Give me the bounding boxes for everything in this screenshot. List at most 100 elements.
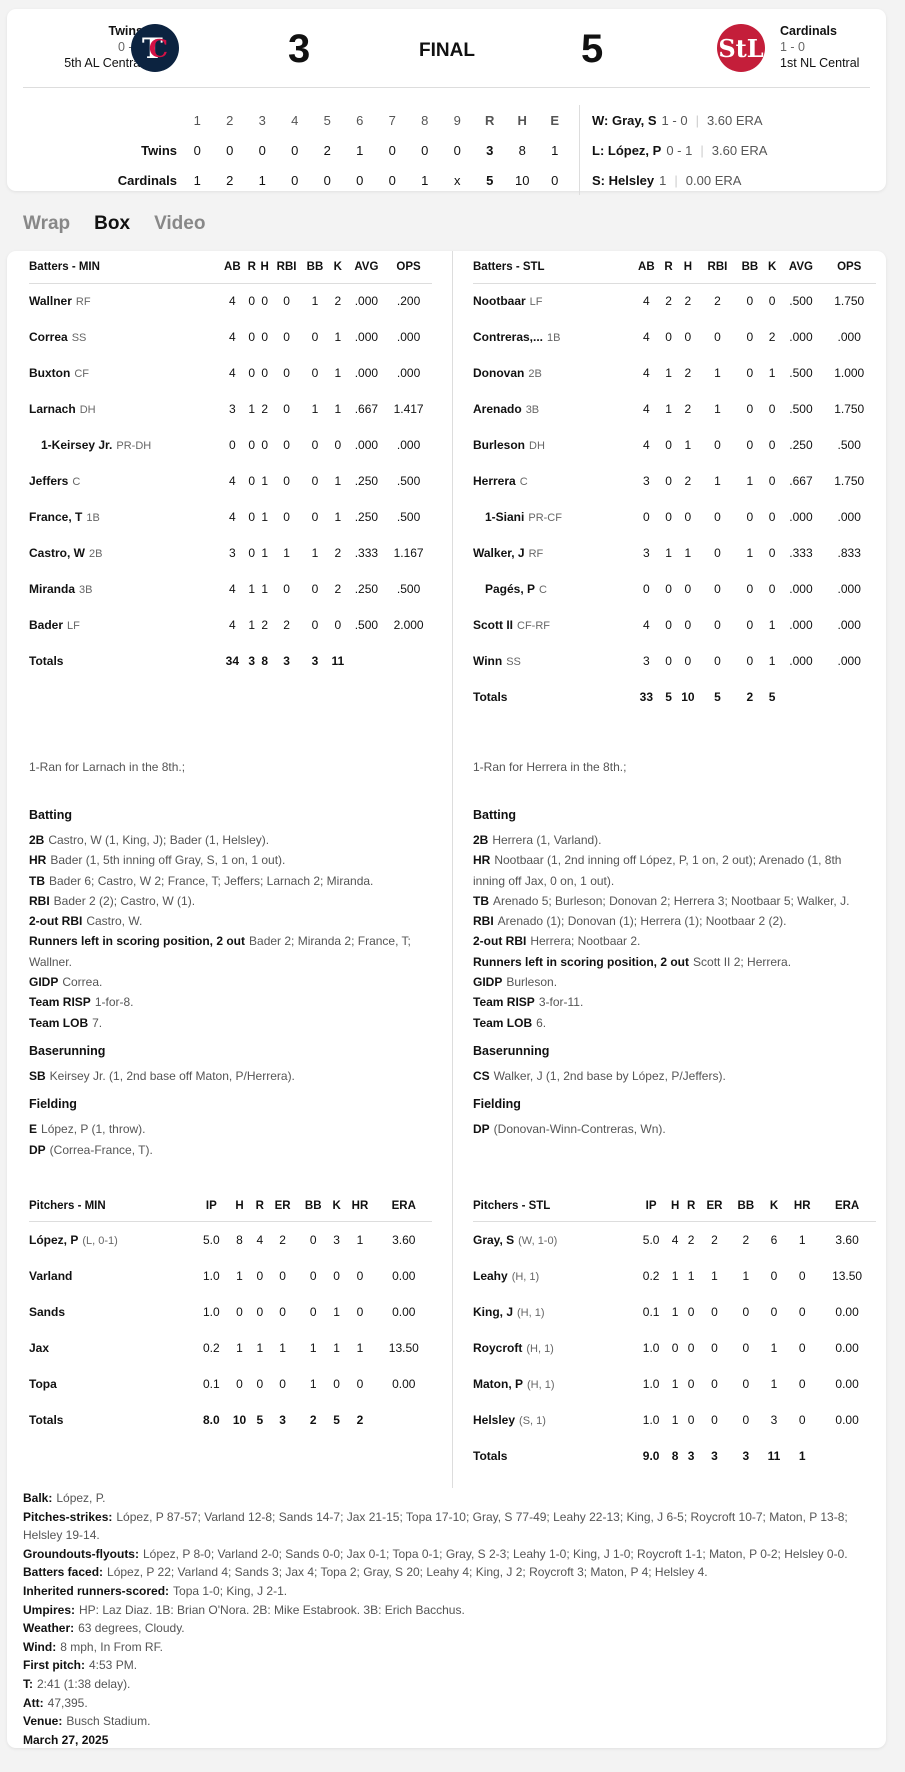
tab-box[interactable]: Box (94, 213, 131, 234)
decision-era: 0.00 ERA (685, 172, 742, 188)
player-name[interactable]: Castro, W (29, 546, 86, 560)
stat-cell: .250 (354, 510, 379, 524)
player-name[interactable]: Jeffers (29, 474, 69, 488)
stat-cell: 2 (684, 402, 692, 416)
stat-cell: 0 (798, 1412, 806, 1427)
stat-cell: 0 (714, 330, 721, 344)
linescore-cell: 1 (551, 142, 559, 158)
player-name[interactable]: Pagés, P (485, 582, 536, 596)
player-name[interactable]: Jax (29, 1340, 50, 1355)
player-name[interactable]: Leahy (473, 1268, 508, 1283)
stat-cell: 2 (309, 1412, 317, 1427)
game-info-item: March 27, 2025 (23, 1731, 886, 1750)
stat-cell: 1 (798, 1448, 806, 1463)
linescore-team[interactable]: Cardinals (117, 172, 177, 188)
decision-pitcher[interactable]: L: López, P (592, 142, 662, 158)
stat-cell: 4 (228, 294, 236, 309)
stat-cell: 2 (714, 294, 721, 309)
tab-video[interactable]: Video (154, 213, 206, 234)
player-name[interactable]: Helsley (473, 1412, 516, 1427)
stat-cell: 0 (279, 1304, 286, 1319)
stat-cell: 0 (309, 1304, 317, 1319)
away-team-name[interactable]: Twins (108, 24, 144, 38)
stat-cell: 5.0 (642, 1233, 660, 1248)
stat-cell: 2 (261, 618, 269, 632)
stat-cell: 1 (334, 330, 342, 344)
cardinals-logo-icon[interactable]: StL (717, 24, 765, 72)
player-name[interactable]: Bader (29, 618, 64, 632)
player-name[interactable]: Donovan (473, 366, 525, 380)
player-name[interactable]: Walker, J (473, 546, 525, 560)
note-label: SB (29, 1068, 46, 1083)
stat-cell: 1 (714, 402, 721, 416)
batting-table: Batters - MIN AB R H RBI BB K AVG OPS Wallner RF 4 0… (29, 251, 432, 679)
home-notes: 1-Ran for Herrera in the 8th.; Batting 2B H… (452, 715, 871, 1160)
home-team-name[interactable]: Cardinals (780, 24, 837, 38)
batting-totals-row: Totals 33 5 10 5 2 5 (473, 679, 876, 715)
player-name[interactable]: Contreras,... (473, 330, 544, 344)
player-name[interactable]: France, T (29, 510, 83, 524)
column-header: OPS (822, 251, 876, 284)
decision-pitcher[interactable]: S: Helsley (592, 172, 655, 188)
column-header: H (675, 251, 700, 284)
player-name[interactable]: Arenado (473, 402, 522, 416)
linescore-team[interactable]: Twins (141, 142, 177, 158)
tab-wrap[interactable]: Wrap (23, 213, 71, 234)
stat-cell: 4 (643, 330, 650, 344)
linescore-cell: 0 (291, 142, 299, 158)
game-info-label: T: (23, 1676, 33, 1691)
player-name[interactable]: King, J (473, 1304, 514, 1319)
column-header: K (764, 251, 780, 284)
player-name[interactable]: Gray, S (473, 1233, 515, 1248)
player-name[interactable]: Miranda (29, 582, 76, 596)
stat-cell: 0.00 (835, 1340, 859, 1355)
player-name[interactable]: Roycroft (473, 1340, 523, 1355)
game-info-value: López, P 87-57; Varland 12-8; Sands 14-7… (23, 1509, 848, 1543)
player-name[interactable]: Varland (29, 1268, 73, 1283)
stat-cell: 1 (283, 546, 290, 560)
player-name[interactable]: Correa (29, 330, 68, 344)
stat-cell: .000 (789, 330, 813, 344)
linescore-cell: 0 (226, 142, 234, 158)
player-name[interactable]: Topa (29, 1376, 57, 1391)
game-info-item: Balk: López, P. (23, 1489, 886, 1508)
stat-cell: 2 (687, 1233, 695, 1248)
player-name[interactable]: Larnach (29, 402, 76, 416)
player-name[interactable]: Nootbaar (473, 294, 526, 309)
player-name[interactable]: 1-Siani (485, 510, 525, 524)
game-info-value: López, P 8-0; Varland 2-0; Sands 0-0; Ja… (142, 1546, 848, 1561)
game-info-item: Venue: Busch Stadium. (23, 1712, 886, 1731)
player-name[interactable]: Scott II (473, 618, 514, 632)
batting-row: Contreras,... 1B 4 0 0 0 0 2.000.000 (473, 319, 876, 355)
stat-cell: 1 (711, 1268, 718, 1283)
player-name[interactable]: Winn (473, 654, 503, 668)
stat-cell: 1 (798, 1233, 806, 1248)
player-name[interactable]: Sands (29, 1304, 66, 1319)
stat-cell: 3 (742, 1448, 750, 1463)
decision-pitcher[interactable]: W: Gray, S (592, 112, 657, 128)
player-name[interactable]: Buxton (29, 366, 71, 380)
stat-cell: 5 (256, 1412, 264, 1427)
note-value: Correa. (62, 975, 103, 990)
note-label: DP (473, 1122, 490, 1137)
player-name[interactable]: Herrera (473, 474, 516, 488)
stat-cell: 8 (261, 654, 269, 668)
linescore-cell: 1 (356, 142, 364, 158)
player-position: 2B (528, 368, 542, 380)
player-cell: López, P (L, 0-1) (29, 1222, 196, 1258)
column-header: BB (729, 1189, 762, 1223)
stat-cell: 1 (768, 366, 776, 380)
player-name[interactable]: Maton, P (473, 1376, 523, 1391)
player-name[interactable]: López, P (29, 1233, 79, 1248)
stat-cell: 4 (643, 366, 650, 380)
pitching-row: Topa 0.1 0 0 0 1 0 0 0.00 (29, 1366, 432, 1402)
player-name[interactable]: Wallner (29, 294, 72, 309)
stat-cell: .200 (396, 294, 421, 309)
stat-cell: 1 (671, 1376, 679, 1391)
stat-cell: 0 (256, 1304, 264, 1319)
note-value: Bader (1, 5th inning off Gray, S, 1 on, … (50, 853, 286, 868)
player-name[interactable]: Burleson (473, 438, 526, 452)
stat-cell: 0 (714, 618, 721, 632)
player-name[interactable]: 1-Keirsey Jr. (41, 438, 113, 452)
